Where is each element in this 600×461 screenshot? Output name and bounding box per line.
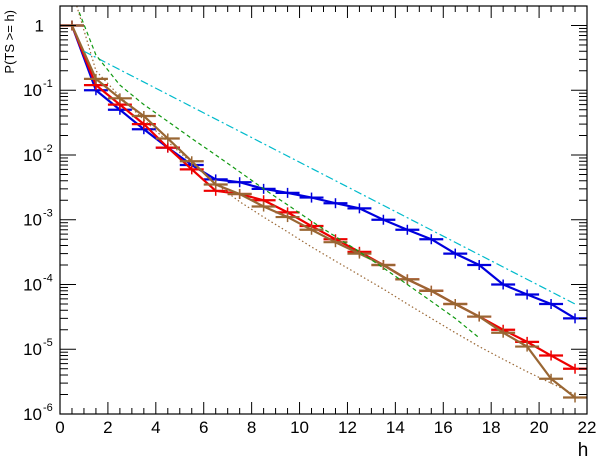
series-layer bbox=[60, 5, 587, 403]
x-tick-label: 4 bbox=[151, 418, 160, 437]
x-tick-label: 2 bbox=[103, 418, 112, 437]
x-tick-label: 20 bbox=[530, 418, 549, 437]
series-2-line bbox=[70, 25, 576, 399]
y-tick-exponent: -2 bbox=[43, 143, 53, 155]
x-tick-label: 6 bbox=[199, 418, 208, 437]
y-axis-label: P(TS >= h) bbox=[2, 10, 17, 74]
x-tick-label: 14 bbox=[386, 418, 405, 437]
x-tick-label: 12 bbox=[338, 418, 357, 437]
y-tick-exponent: -4 bbox=[43, 272, 53, 284]
series-4-curve bbox=[78, 12, 480, 339]
y-tick-label: 10 bbox=[23, 146, 42, 165]
y-tick-label: 10 bbox=[23, 405, 42, 424]
x-tick-label: 22 bbox=[578, 418, 597, 437]
x-axis-label: h bbox=[578, 440, 589, 461]
axis-layer: 0 2 4 6 8 10 12 14 16 18 20 22110-110-210-310-410-5… bbox=[23, 5, 597, 437]
y-tick-label: 10 bbox=[23, 81, 42, 100]
x-tick-label: 8 bbox=[247, 418, 256, 437]
y-tick-exponent: -6 bbox=[43, 402, 53, 414]
series-3-curve bbox=[83, 50, 576, 305]
y-tick-exponent: -5 bbox=[43, 337, 53, 349]
y-tick-exponent: -3 bbox=[43, 208, 53, 220]
x-tick-label: 0 bbox=[55, 418, 64, 437]
x-tick-label: 18 bbox=[482, 418, 501, 437]
x-tick-label: 16 bbox=[434, 418, 453, 437]
y-tick-label: 1 bbox=[35, 16, 44, 35]
y-tick-label: 10 bbox=[23, 340, 42, 359]
y-tick-label: 10 bbox=[23, 275, 42, 294]
series-1-line bbox=[70, 25, 576, 370]
x-tick-label: 10 bbox=[290, 418, 309, 437]
y-tick-exponent: -1 bbox=[43, 78, 53, 90]
series-5-curve bbox=[76, 5, 576, 396]
y-tick-label: 10 bbox=[23, 211, 42, 230]
